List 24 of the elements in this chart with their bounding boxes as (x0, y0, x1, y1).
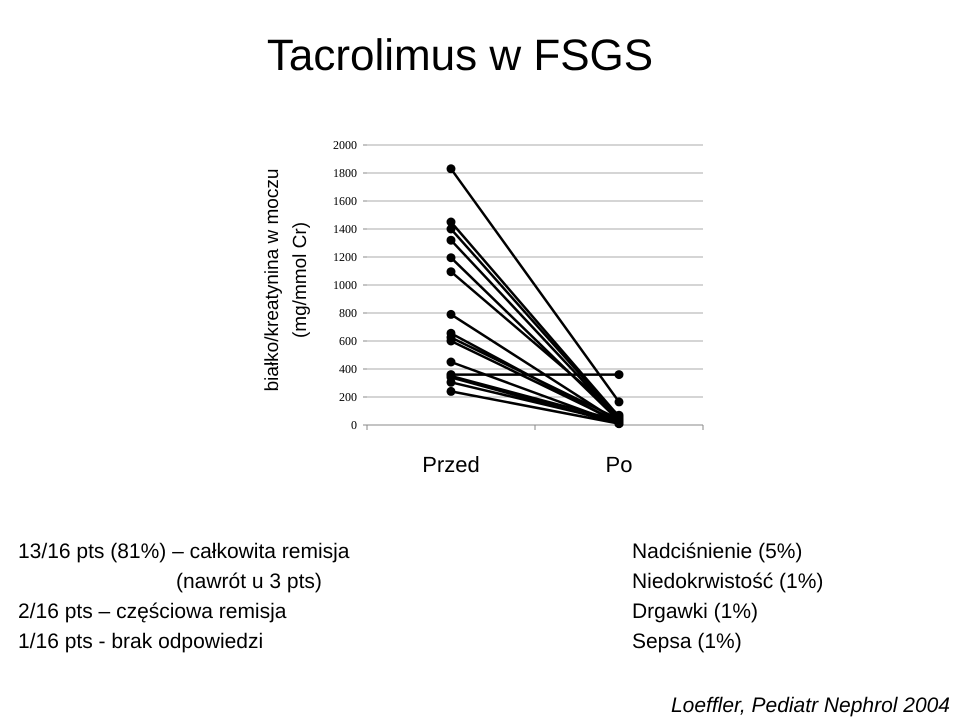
text: Nadciśnienie (5%) (632, 540, 802, 563)
y-tick-label: 1600 (333, 194, 357, 208)
y-tick-label: 400 (339, 362, 357, 376)
y-tick-label: 2000 (333, 138, 357, 152)
text: (nawrót u 3 pts) (176, 570, 322, 593)
y-tick-label: 1400 (333, 222, 357, 236)
text: Sepsa (1%) (632, 630, 742, 653)
text: Niedokrwistość (1%) (632, 570, 824, 593)
y-tick-label: 600 (339, 334, 357, 348)
y-tick-label: 1200 (333, 250, 357, 264)
text: 13/16 pts (81%) – całkowita remisja (18, 540, 350, 563)
x-tick-label: Po (606, 452, 632, 477)
chart-title: Tacrolimus w FSGS (266, 31, 654, 80)
text: 2/16 pts – częściowa remisja (18, 600, 287, 623)
x-tick-label: Przed (422, 452, 480, 477)
text: Drgawki (1%) (632, 600, 758, 623)
y-axis-title: białko/kreatynina w moczu (mg/mmol Cr) (262, 168, 311, 392)
y-tick-label: 200 (339, 390, 357, 404)
text: Loeffler, Pediatr Nephrol 2004 (670, 694, 950, 717)
text: 1/16 pts - brak odpowiedzi (18, 630, 264, 653)
y-tick-label: 1800 (333, 166, 357, 180)
y-tick-label: 1000 (333, 278, 357, 292)
y-tick-label: 800 (339, 306, 357, 320)
y-tick-label: 0 (351, 418, 357, 432)
